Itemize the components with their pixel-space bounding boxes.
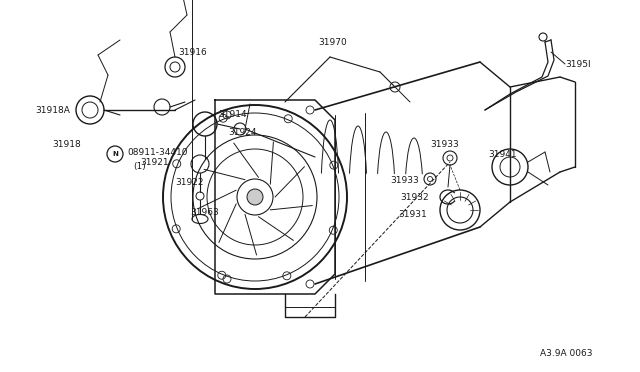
Text: 31922: 31922 xyxy=(175,177,204,186)
Text: 31970: 31970 xyxy=(318,38,347,46)
Text: 31933: 31933 xyxy=(430,140,459,148)
Text: 31931: 31931 xyxy=(398,209,427,218)
Text: 31963: 31963 xyxy=(190,208,219,217)
Text: 31918A: 31918A xyxy=(35,106,70,115)
Circle shape xyxy=(247,189,263,205)
Text: A3.9A 0063: A3.9A 0063 xyxy=(540,350,593,359)
Text: 31932: 31932 xyxy=(400,192,429,202)
Text: N: N xyxy=(112,151,118,157)
Text: (1): (1) xyxy=(133,161,146,170)
Text: 31924: 31924 xyxy=(228,128,257,137)
Text: 31916: 31916 xyxy=(178,48,207,57)
Text: 31914: 31914 xyxy=(218,109,246,119)
Text: 31921: 31921 xyxy=(140,157,168,167)
Text: 31933: 31933 xyxy=(390,176,419,185)
Text: 31941: 31941 xyxy=(488,150,516,158)
Text: 3195I: 3195I xyxy=(565,60,591,68)
Text: 31918: 31918 xyxy=(52,140,81,148)
Text: 08911-34410: 08911-34410 xyxy=(127,148,188,157)
